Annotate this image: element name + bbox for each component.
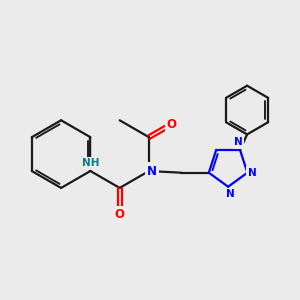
Text: O: O bbox=[115, 208, 125, 221]
Text: N: N bbox=[234, 137, 243, 147]
Text: N: N bbox=[248, 168, 256, 178]
Text: O: O bbox=[167, 118, 177, 130]
Text: NH: NH bbox=[82, 158, 99, 168]
Text: N: N bbox=[147, 164, 157, 178]
Text: N: N bbox=[226, 189, 235, 200]
